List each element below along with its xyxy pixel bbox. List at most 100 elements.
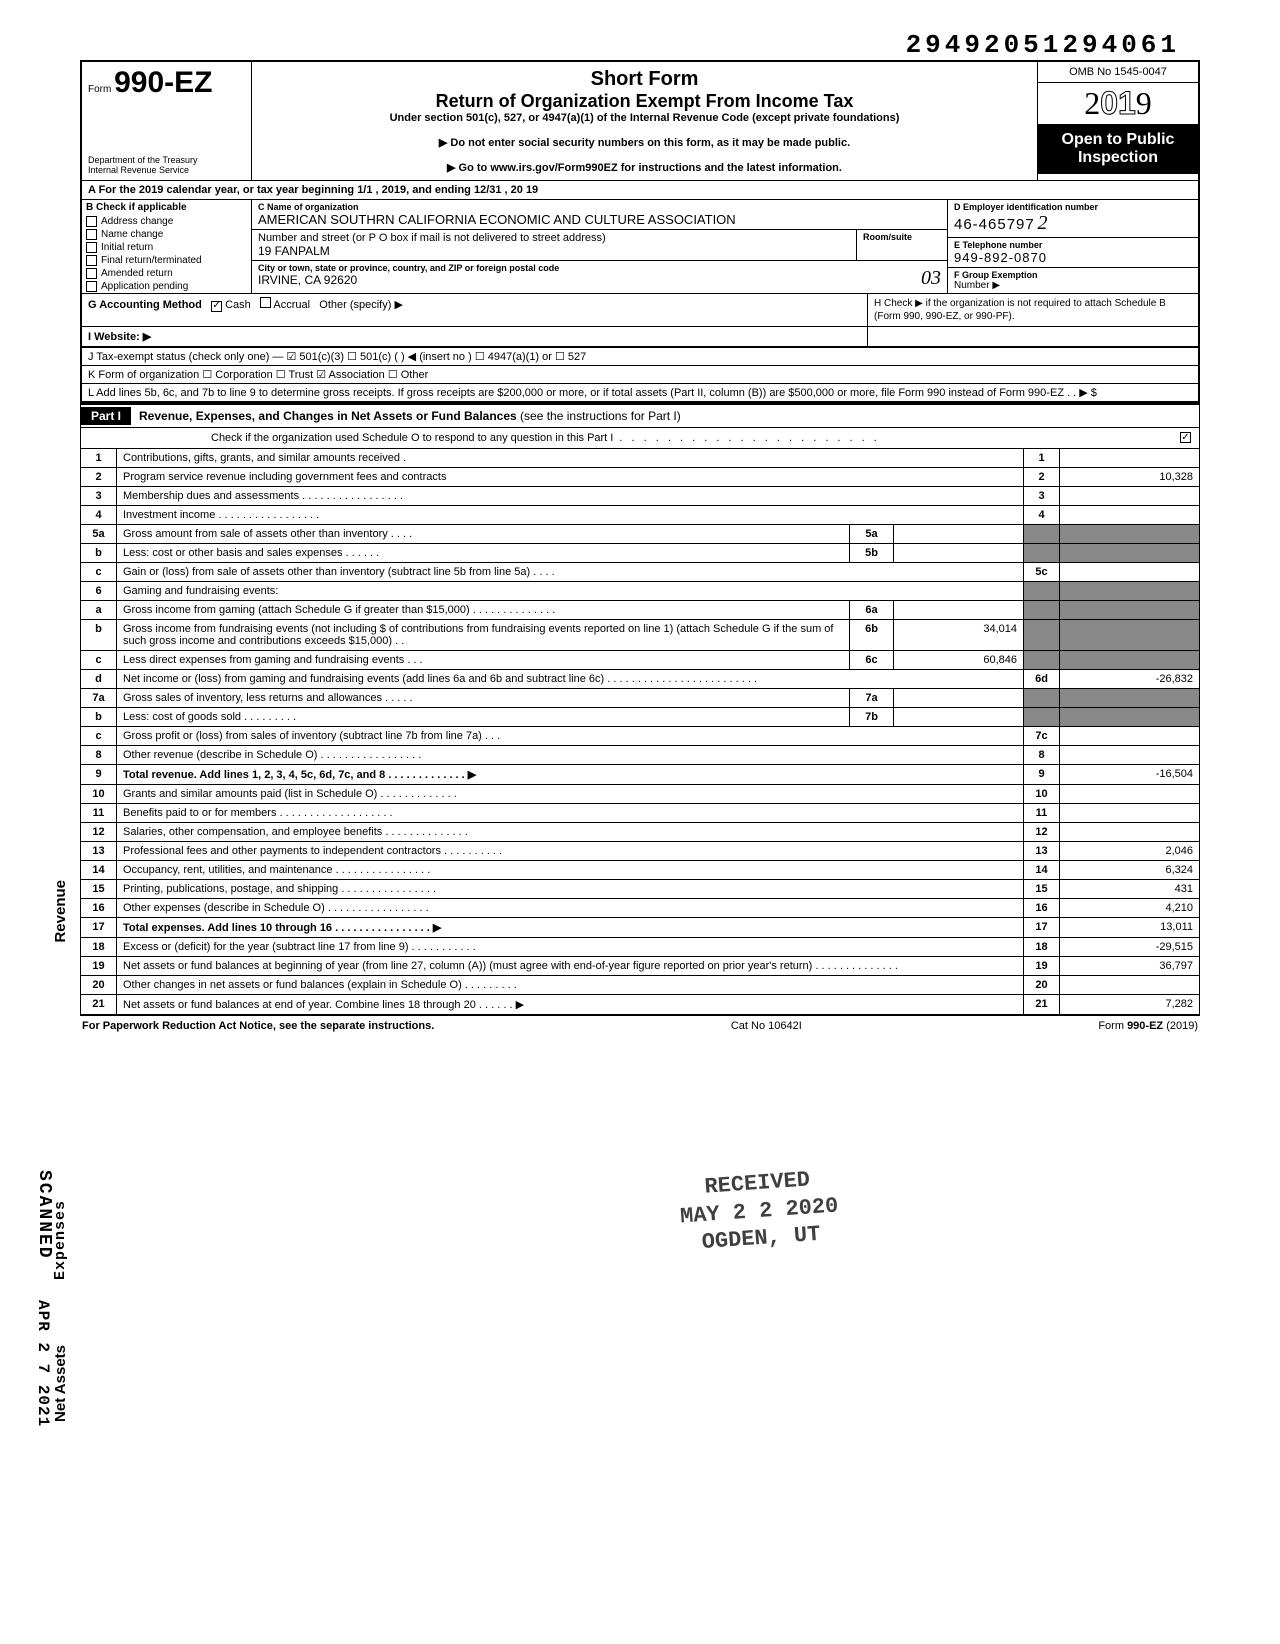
line-desc: Other changes in net assets or fund bala… (117, 976, 1024, 995)
line-inner: Gross income from gaming (attach Schedul… (117, 601, 1024, 620)
chk-accrual[interactable] (260, 297, 271, 308)
line-amount (1060, 525, 1200, 544)
line-desc: Excess or (deficit) for the year (subtra… (117, 938, 1024, 957)
line-num: 16 (81, 899, 117, 918)
line-amount (1060, 823, 1200, 842)
line-desc: Other revenue (describe in Schedule O) .… (117, 746, 1024, 765)
document-number: 29492051294061 (80, 30, 1200, 60)
chk-app-pending[interactable]: Application pending (82, 280, 251, 293)
line-box (1024, 689, 1060, 708)
line-amount (1060, 506, 1200, 525)
line-box: 14 (1024, 861, 1060, 880)
chk-label: Initial return (101, 242, 153, 253)
stamp-location: OGDEN, UT (681, 1219, 841, 1257)
line-desc: Occupancy, rent, utilities, and maintena… (117, 861, 1024, 880)
line-box: 6d (1024, 670, 1060, 689)
line-desc: Professional fees and other payments to … (117, 842, 1024, 861)
form-number: Form 990-EZ (88, 66, 245, 100)
group-exemption-value: Number ▶ (954, 280, 1192, 291)
line-box: 8 (1024, 746, 1060, 765)
line-box: 10 (1024, 785, 1060, 804)
chk-label: Application pending (101, 281, 188, 292)
line-num: 3 (81, 487, 117, 506)
line-box: 3 (1024, 487, 1060, 506)
line-desc: Net assets or fund balances at end of ye… (117, 995, 1024, 1015)
line-desc: Gross profit or (loss) from sales of inv… (117, 727, 1024, 746)
chk-label: Amended return (101, 268, 173, 279)
received-stamp: RECEIVED MAY 2 2 2020 OGDEN, UT (677, 1165, 841, 1258)
line-box: 16 (1024, 899, 1060, 918)
form-no: 990-EZ (114, 66, 212, 99)
line-num: 6 (81, 582, 117, 601)
line-desc: Investment income . . . . . . . . . . . … (117, 506, 1024, 525)
line-desc: Gain or (loss) from sale of assets other… (117, 563, 1024, 582)
line-k: K Form of organization ☐ Corporation ☐ T… (82, 366, 1198, 384)
part-i-table: 1Contributions, gifts, grants, and simil… (80, 448, 1200, 1015)
line-num: 21 (81, 995, 117, 1015)
handwritten-03: 03 (921, 267, 941, 290)
line-box: 9 (1024, 765, 1060, 785)
line-num: 17 (81, 918, 117, 938)
chk-name-change[interactable]: Name change (82, 228, 251, 241)
side-label-expenses: Expenses (52, 1200, 69, 1280)
line-amount: 2,046 (1060, 842, 1200, 861)
street-label: Number and street (or P O box if mail is… (258, 232, 850, 244)
line-num: 15 (81, 880, 117, 899)
note-ssn: ▶ Do not enter social security numbers o… (260, 136, 1029, 149)
street-value: 19 FANPALM (258, 244, 850, 258)
line-num: 20 (81, 976, 117, 995)
line-box (1024, 582, 1060, 601)
line-box: 1 (1024, 449, 1060, 468)
line-box: 21 (1024, 995, 1060, 1015)
department: Department of the Treasury Internal Reve… (88, 156, 245, 176)
chk-final-return[interactable]: Final return/terminated (82, 254, 251, 267)
open-to-public: Open to Public Inspection (1038, 125, 1198, 174)
chk-address-change[interactable]: Address change (82, 215, 251, 228)
line-amount: 10,328 (1060, 468, 1200, 487)
line-num: b (81, 620, 117, 651)
line-desc: Program service revenue including govern… (117, 468, 1024, 487)
line-box (1024, 620, 1060, 651)
line-box (1024, 601, 1060, 620)
line-l: L Add lines 5b, 6c, and 7b to line 9 to … (82, 384, 1198, 401)
line-inner: Gross sales of inventory, less returns a… (117, 689, 1024, 708)
line-desc: Net income or (loss) from gaming and fun… (117, 670, 1024, 689)
chk-label: Address change (101, 216, 173, 227)
chk-schedule-o[interactable]: ✓ (1180, 432, 1191, 443)
line-desc: Gaming and fundraising events: (117, 582, 1024, 601)
part-i-schedule-o: Check if the organization used Schedule … (80, 428, 1200, 448)
line-num: 8 (81, 746, 117, 765)
omb-number: OMB No 1545-0047 (1038, 62, 1198, 83)
group-exemption-label: F Group Exemption (954, 270, 1192, 280)
city-label: City or town, state or province, country… (258, 263, 941, 273)
line-desc: Net assets or fund balances at beginning… (117, 957, 1024, 976)
line-amount (1060, 620, 1200, 651)
dept-line-2: Internal Revenue Service (88, 166, 245, 176)
line-amount (1060, 804, 1200, 823)
line-box: 7c (1024, 727, 1060, 746)
line-amount (1060, 544, 1200, 563)
chk-initial-return[interactable]: Initial return (82, 241, 251, 254)
accounting-method-label: G Accounting Method (88, 299, 202, 311)
info-block: B Check if applicable Address change Nam… (80, 200, 1200, 293)
accrual-label: Accrual (273, 299, 310, 311)
chk-cash[interactable]: ✓ (211, 301, 222, 312)
other-specify-label: Other (specify) ▶ (319, 299, 403, 311)
line-box (1024, 525, 1060, 544)
note-url: ▶ Go to www.irs.gov/Form990EZ for instru… (260, 161, 1029, 174)
line-num: 7a (81, 689, 117, 708)
page-footer: For Paperwork Reduction Act Notice, see … (80, 1015, 1200, 1036)
line-amount: -29,515 (1060, 938, 1200, 957)
line-num: 1 (81, 449, 117, 468)
chk-amended[interactable]: Amended return (82, 267, 251, 280)
section-h: H Check ▶ if the organization is not req… (868, 294, 1198, 326)
line-num: b (81, 708, 117, 727)
line-amount (1060, 708, 1200, 727)
tax-year: 2019 (1038, 83, 1198, 125)
line-num: 14 (81, 861, 117, 880)
line-box: 11 (1024, 804, 1060, 823)
stamp-received: RECEIVED (677, 1165, 837, 1203)
side-label-revenue: Revenue (52, 880, 69, 943)
ein-hand-digit: 2 (1038, 212, 1048, 234)
chk-label: Name change (101, 229, 163, 240)
